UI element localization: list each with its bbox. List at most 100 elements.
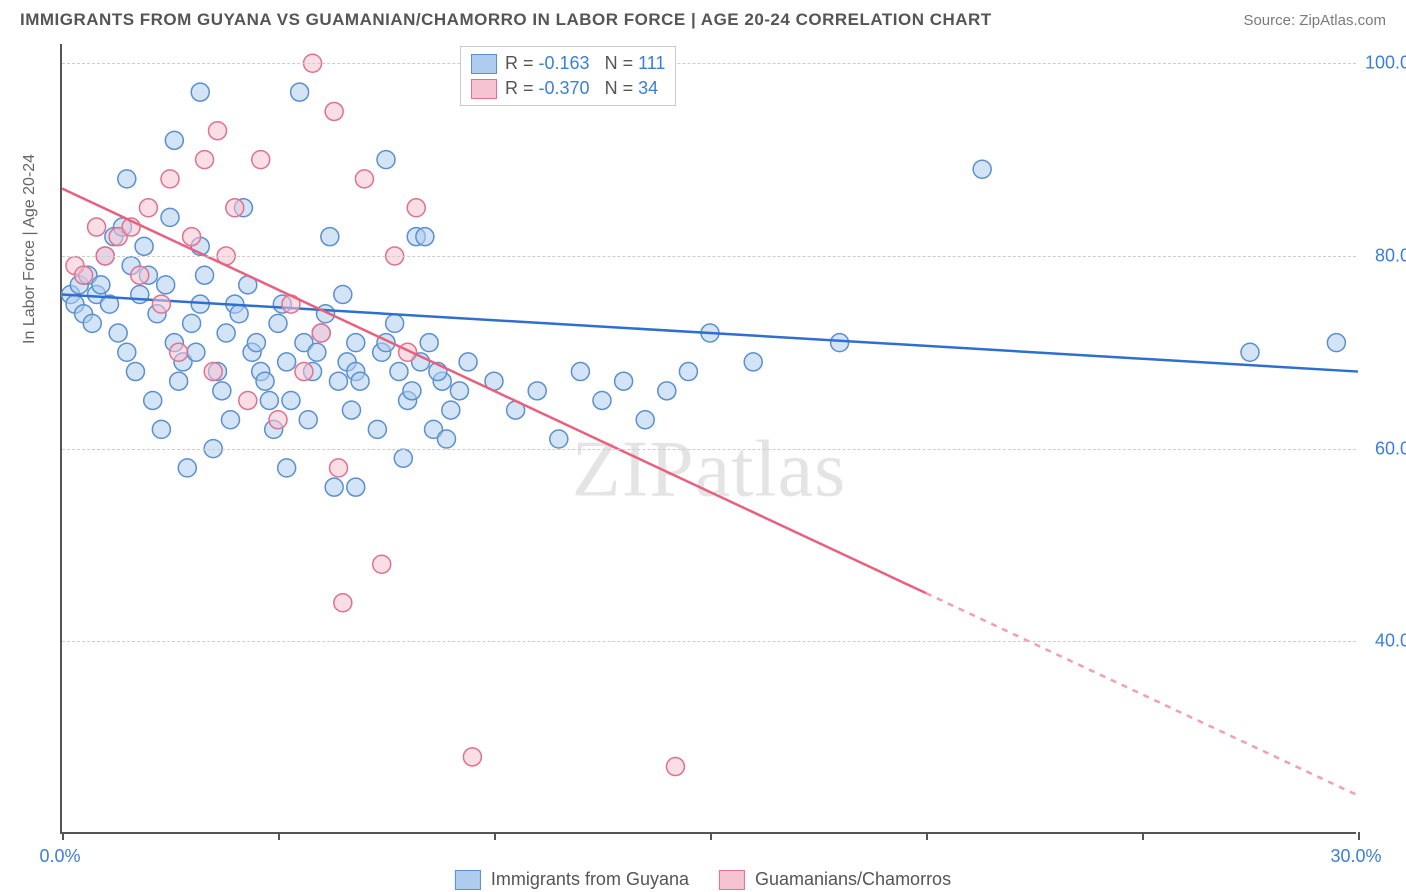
data-point (209, 122, 227, 140)
data-point (528, 382, 546, 400)
data-point (485, 372, 503, 390)
data-point (165, 131, 183, 149)
data-point (131, 266, 149, 284)
y-tick-label: 100.0% (1365, 53, 1406, 74)
x-tick (1358, 832, 1360, 840)
data-point (377, 334, 395, 352)
data-point (347, 363, 365, 381)
gridline (62, 63, 1356, 64)
data-point (88, 285, 106, 303)
data-point (973, 160, 991, 178)
data-point (196, 151, 214, 169)
data-point (230, 305, 248, 323)
data-point (226, 295, 244, 313)
data-point (256, 372, 274, 390)
gridline (62, 449, 1356, 450)
y-axis-label: In Labor Force | Age 20-24 (21, 154, 39, 344)
data-point (373, 343, 391, 361)
data-point (304, 363, 322, 381)
legend-swatch (471, 54, 497, 74)
data-point (196, 266, 214, 284)
data-point (122, 218, 140, 236)
data-point (295, 334, 313, 352)
data-point (407, 199, 425, 217)
legend-series-item: Immigrants from Guyana (455, 869, 689, 890)
data-point (373, 555, 391, 573)
legend-swatch (455, 870, 481, 890)
data-point (75, 266, 93, 284)
data-point (701, 324, 719, 342)
data-point (239, 276, 257, 294)
data-point (636, 411, 654, 429)
data-point (325, 102, 343, 120)
y-tick-label: 60.0% (1375, 438, 1406, 459)
data-point (139, 199, 157, 217)
data-point (252, 363, 270, 381)
data-point (269, 314, 287, 332)
data-point (347, 334, 365, 352)
x-tick (926, 832, 928, 840)
legend-series-item: Guamanians/Chamorros (719, 869, 951, 890)
data-point (144, 391, 162, 409)
data-point (399, 391, 417, 409)
data-point (191, 295, 209, 313)
data-point (170, 343, 188, 361)
y-tick-label: 40.0% (1375, 631, 1406, 652)
data-point (329, 372, 347, 390)
data-point (355, 170, 373, 188)
data-point (658, 382, 676, 400)
source-label: Source: ZipAtlas.com (1243, 12, 1386, 29)
data-point (83, 314, 101, 332)
data-point (88, 218, 106, 236)
data-point (213, 382, 231, 400)
data-point (394, 449, 412, 467)
data-point (744, 353, 762, 371)
legend-swatch (471, 79, 497, 99)
legend-correlation-row: R = -0.370 N = 34 (471, 76, 665, 101)
data-point (178, 459, 196, 477)
data-point (79, 266, 97, 284)
data-point (273, 295, 291, 313)
data-point (295, 363, 313, 381)
data-point (407, 228, 425, 246)
data-point (165, 334, 183, 352)
data-point (269, 411, 287, 429)
data-point (131, 285, 149, 303)
data-point (243, 343, 261, 361)
data-point (282, 295, 300, 313)
data-point (183, 228, 201, 246)
chart-title: IMMIGRANTS FROM GUYANA VS GUAMANIAN/CHAM… (20, 10, 992, 30)
data-point (109, 228, 127, 246)
data-point (62, 285, 80, 303)
data-point (433, 372, 451, 390)
data-point (420, 334, 438, 352)
data-point (265, 420, 283, 438)
data-point (550, 430, 568, 448)
correlation-legend: R = -0.163 N = 111R = -0.370 N = 34 (460, 46, 676, 106)
data-point (390, 363, 408, 381)
data-point (139, 266, 157, 284)
data-point (278, 353, 296, 371)
trend-line (62, 294, 1358, 371)
x-tick (710, 832, 712, 840)
data-point (70, 276, 88, 294)
data-point (105, 228, 123, 246)
data-point (75, 305, 93, 323)
data-point (161, 208, 179, 226)
data-point (377, 151, 395, 169)
data-point (252, 151, 270, 169)
data-point (403, 382, 421, 400)
data-point (1241, 343, 1259, 361)
data-point (416, 228, 434, 246)
x-tick-label: 30.0% (1330, 846, 1381, 867)
data-point (260, 391, 278, 409)
x-tick (494, 832, 496, 840)
data-point (317, 305, 335, 323)
data-point (170, 372, 188, 390)
data-point (666, 758, 684, 776)
data-point (191, 83, 209, 101)
data-point (334, 594, 352, 612)
x-tick (278, 832, 280, 840)
data-point (126, 363, 144, 381)
data-point (1327, 334, 1345, 352)
